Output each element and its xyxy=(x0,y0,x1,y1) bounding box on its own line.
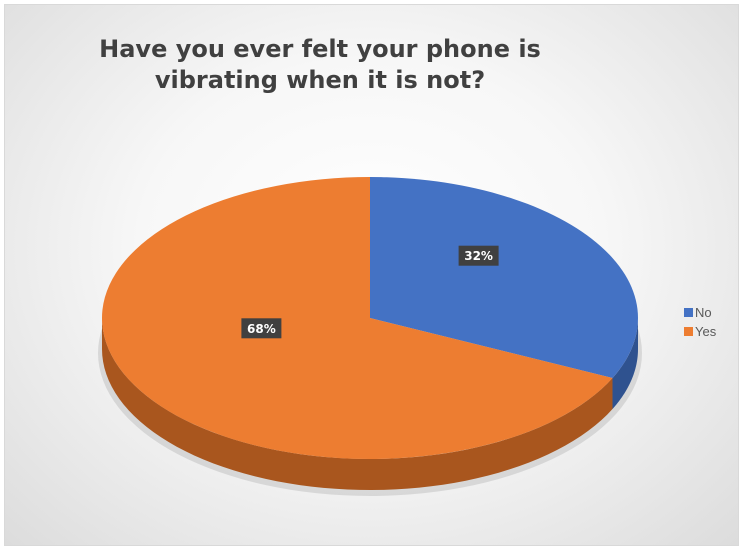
pie-side-walls xyxy=(102,318,638,490)
pie-slice-yes xyxy=(101,177,613,460)
pie-side-yes xyxy=(102,318,613,490)
data-label-text: 68% xyxy=(247,322,276,336)
chart-title-line-1: Have you ever felt your phone is xyxy=(99,35,541,63)
legend-item-yes: Yes xyxy=(684,322,716,341)
pie-slice-no xyxy=(370,177,638,379)
data-label-yes: 68% xyxy=(241,318,282,339)
legend-swatch-yes xyxy=(684,327,693,336)
legend-item-no: No xyxy=(684,303,716,322)
data-label-text: 32% xyxy=(464,249,493,263)
chart-title-line-2: vibrating when it is not? xyxy=(154,66,486,94)
chart-title: Have you ever felt your phone is vibrati… xyxy=(0,34,640,96)
data-label-box xyxy=(458,245,499,266)
legend-label-yes: Yes xyxy=(695,324,717,339)
chart-legend: No Yes xyxy=(684,303,716,341)
pie-side-no xyxy=(612,318,638,410)
data-label-box xyxy=(241,318,282,339)
legend-swatch-no xyxy=(684,308,693,317)
data-label-no: 32% xyxy=(458,245,499,266)
legend-label-no: No xyxy=(695,305,712,320)
